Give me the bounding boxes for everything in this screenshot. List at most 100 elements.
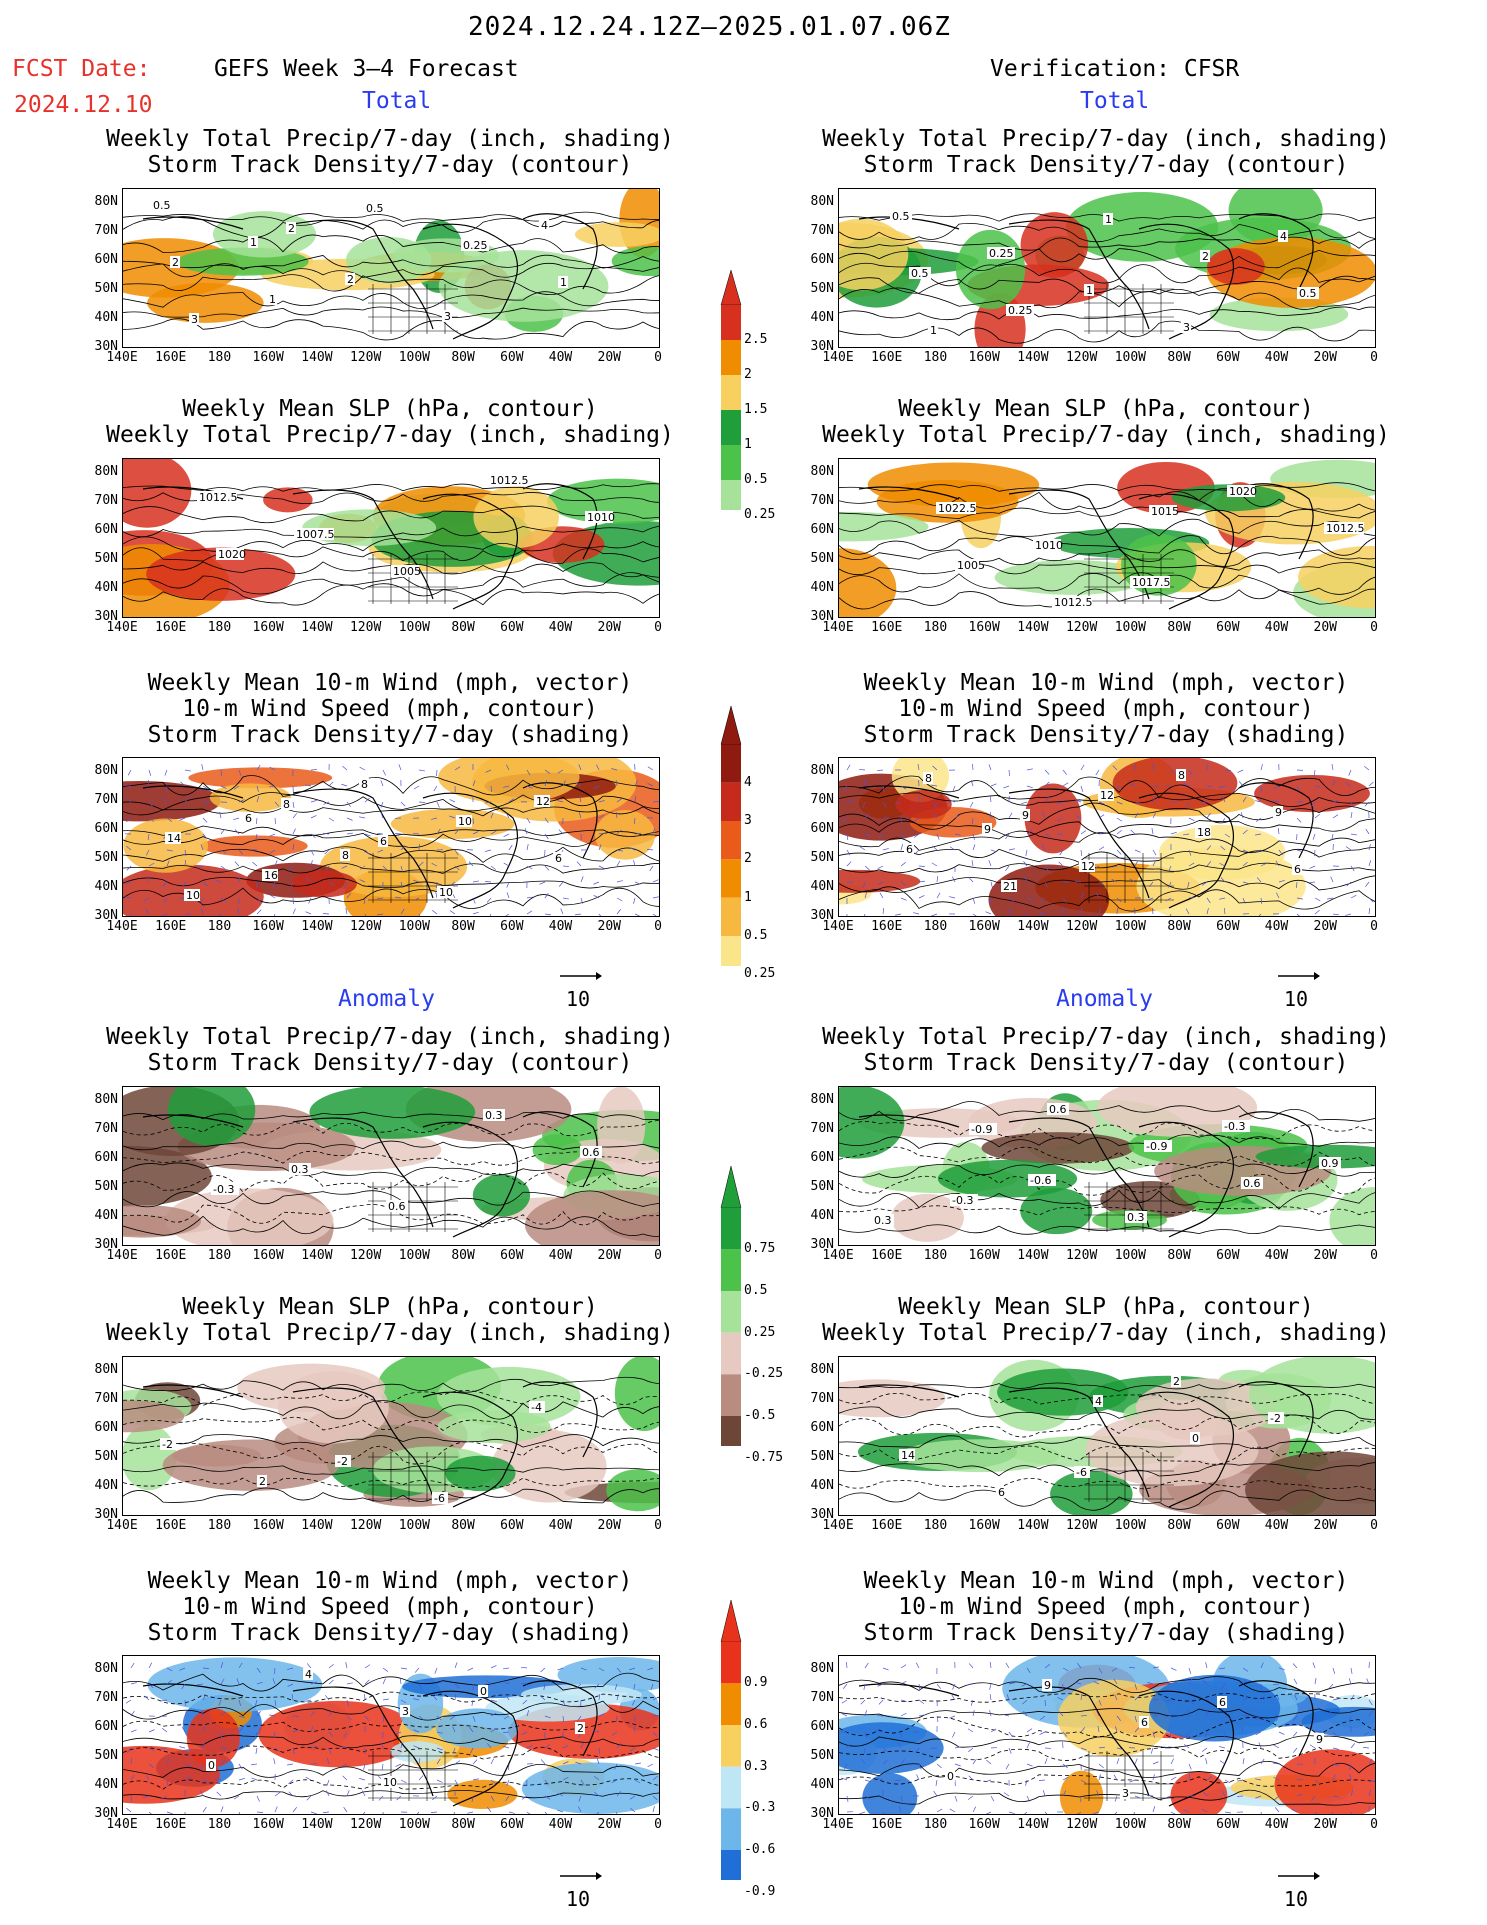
wind-vector bbox=[594, 1683, 600, 1689]
wind-vector bbox=[1296, 785, 1301, 792]
wind-vector bbox=[524, 828, 528, 835]
contour-label-bg bbox=[189, 313, 199, 325]
contour-label: 1010 bbox=[1035, 539, 1063, 552]
wind-vector bbox=[1350, 1743, 1356, 1749]
wind-vector bbox=[1312, 833, 1316, 840]
contour-label-bg bbox=[345, 273, 355, 285]
wind-vector bbox=[274, 860, 278, 867]
lon-tick: 0 bbox=[654, 620, 662, 635]
wind-vector bbox=[1329, 1710, 1334, 1717]
wind-vector bbox=[1057, 1697, 1064, 1701]
wind-vector bbox=[990, 783, 997, 787]
panel-title-line: Storm Track Density/7-day (contour) bbox=[147, 152, 633, 178]
wind-vector bbox=[1062, 769, 1068, 775]
contour-label: 9 bbox=[1275, 806, 1282, 819]
contour-label-bg bbox=[1190, 1432, 1200, 1444]
lon-tick: 180 bbox=[923, 1817, 948, 1832]
wind-vector bbox=[449, 799, 456, 803]
wind-vector bbox=[184, 1710, 187, 1717]
lon-tick: 0 bbox=[1370, 620, 1378, 635]
wind-vector bbox=[1221, 1683, 1226, 1690]
wind-vector bbox=[841, 1699, 848, 1704]
wind-vector bbox=[593, 895, 600, 899]
wind-vector bbox=[1062, 897, 1067, 904]
wind-vector bbox=[647, 1667, 654, 1671]
wind-vector bbox=[985, 911, 992, 915]
wind-vector bbox=[233, 785, 240, 790]
wind-vector bbox=[310, 849, 314, 856]
wind-vector bbox=[1348, 1678, 1352, 1685]
wind-vector bbox=[306, 1663, 312, 1669]
contour-label-bg bbox=[1052, 596, 1092, 608]
wind-vector bbox=[1206, 785, 1214, 787]
wind-vector bbox=[611, 1731, 618, 1736]
wind-vector bbox=[1170, 1758, 1174, 1765]
wind-vector bbox=[952, 785, 956, 792]
shading-region bbox=[839, 548, 897, 617]
wind-vector bbox=[863, 881, 866, 888]
wind-vector bbox=[521, 1731, 528, 1735]
wind-vector bbox=[897, 1742, 902, 1749]
wind-vector bbox=[918, 1763, 922, 1770]
contour-line bbox=[123, 1789, 659, 1800]
contour-label-bg bbox=[1120, 1787, 1130, 1799]
wind-vector bbox=[341, 1745, 348, 1749]
wind-vector bbox=[1080, 849, 1083, 856]
shading-region bbox=[438, 250, 609, 322]
wind-vector bbox=[1275, 860, 1280, 867]
wind-vector bbox=[1242, 849, 1249, 853]
contour-label-bg bbox=[1227, 485, 1255, 497]
lat-tick: 70N bbox=[94, 1690, 118, 1705]
contour-line bbox=[839, 775, 1375, 801]
wind-vector bbox=[1005, 1662, 1010, 1669]
wind-vector bbox=[557, 1809, 564, 1813]
lon-tick: 180 bbox=[207, 1248, 232, 1263]
wind-vector bbox=[436, 1747, 443, 1751]
wind-vector bbox=[145, 908, 150, 915]
wind-vector bbox=[292, 813, 298, 819]
contour-label: 2 bbox=[347, 273, 354, 286]
wind-vector bbox=[1111, 878, 1118, 883]
wind-vector bbox=[1274, 1807, 1280, 1813]
wind-vector bbox=[292, 897, 294, 905]
wind-vector bbox=[1311, 1795, 1316, 1801]
contour-label-bg bbox=[197, 491, 237, 503]
contour-label-bg bbox=[165, 832, 181, 844]
wind-vector bbox=[472, 911, 479, 915]
wind-vector bbox=[562, 1761, 569, 1765]
wind-vector bbox=[1080, 892, 1084, 899]
wind-vector bbox=[616, 829, 622, 835]
vector-reference-left-total: 10 bbox=[558, 968, 602, 1011]
wind-vector bbox=[1255, 817, 1262, 822]
wind-vector bbox=[1026, 785, 1033, 789]
lon-tick: 60W bbox=[1216, 1817, 1240, 1832]
wind-vector bbox=[381, 1742, 384, 1749]
lon-tick: 160E bbox=[871, 620, 903, 635]
contour-label-bg bbox=[1084, 284, 1094, 296]
wind-vector bbox=[382, 1698, 389, 1701]
wind-vector bbox=[472, 897, 476, 904]
contour-label-bg bbox=[335, 1455, 351, 1467]
wind-vector bbox=[1058, 861, 1064, 867]
wind-vector bbox=[526, 1710, 530, 1717]
wind-vector bbox=[544, 833, 549, 840]
wind-vector bbox=[1170, 1776, 1177, 1781]
wind-vector bbox=[485, 769, 492, 773]
contour-line bbox=[839, 572, 1375, 595]
wind-vector bbox=[598, 832, 605, 835]
wind-vector bbox=[1080, 830, 1087, 835]
wind-vector bbox=[1130, 829, 1136, 835]
wind-vector bbox=[1364, 765, 1370, 771]
coastline bbox=[142, 1680, 598, 1807]
contour-label: 2 bbox=[1202, 250, 1209, 263]
wind-vector bbox=[972, 1758, 977, 1765]
wind-vector bbox=[269, 833, 276, 837]
wind-vector bbox=[1116, 1715, 1121, 1721]
wind-vector bbox=[1332, 913, 1339, 916]
colorbar-segment bbox=[721, 1207, 741, 1250]
contour-label: 4 bbox=[541, 219, 548, 232]
lon-tick: 120W bbox=[349, 1518, 382, 1533]
shading-region bbox=[547, 478, 659, 524]
wind-vector bbox=[969, 801, 974, 808]
wind-vector bbox=[917, 1811, 920, 1814]
